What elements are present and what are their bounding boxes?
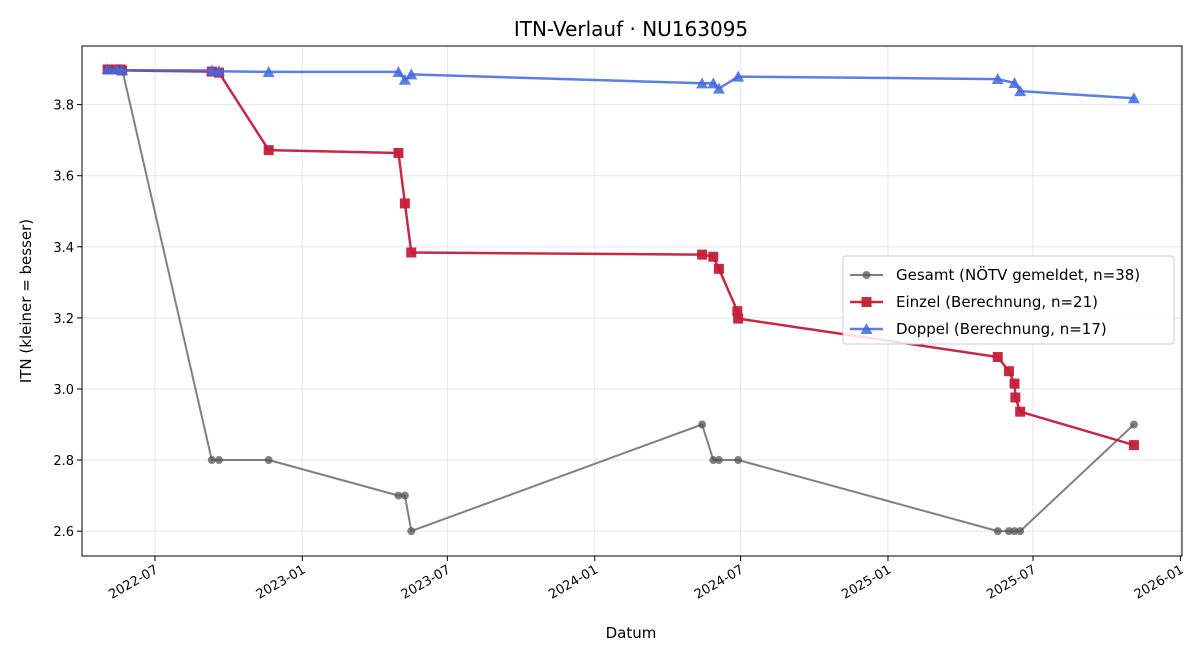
data-point <box>212 65 225 77</box>
y-tick-label: 3.6 <box>53 170 74 185</box>
legend-label: Doppel (Berechnung, n=17) <box>896 320 1107 338</box>
data-point <box>262 65 275 77</box>
data-point <box>712 82 725 94</box>
y-tick-label: 3.8 <box>53 99 74 114</box>
data-point <box>398 73 411 85</box>
x-axis: 2022-07 2023-01 2023-07 2024-01 2024-07 2025-… <box>106 556 1186 603</box>
data-point <box>116 64 129 76</box>
data-point <box>205 64 218 76</box>
chart-title: ITN-Verlauf · NU163095 <box>514 17 748 41</box>
data-point <box>1014 85 1027 97</box>
legend-label: Gesamt (NÖTV gemeldet, n=38) <box>896 265 1140 284</box>
data-point <box>1008 76 1021 88</box>
x-axis-label: Datum <box>606 624 657 642</box>
series-triangle <box>101 63 1140 104</box>
y-tick-label: 2.6 <box>53 525 74 540</box>
data-point <box>405 68 418 80</box>
data-point <box>1009 378 1020 389</box>
x-tick-label: 2024-07 <box>692 562 747 602</box>
x-tick-label: 2023-01 <box>254 562 309 602</box>
legend-label: Einzel (Berechnung, n=21) <box>896 293 1098 311</box>
x-tick-label: 2025-07 <box>984 562 1039 602</box>
legend-box <box>842 255 1175 345</box>
data-point <box>734 456 743 465</box>
x-tick-label: 2025-01 <box>839 562 894 602</box>
data-point <box>263 145 274 156</box>
legend-marker <box>862 271 871 279</box>
y-tick-label: 3.0 <box>53 383 74 398</box>
y-tick-label: 2.8 <box>53 454 74 469</box>
y-tick-label: 3.2 <box>53 312 74 327</box>
data-point <box>101 63 114 75</box>
data-point <box>992 351 1003 362</box>
data-point <box>697 249 708 260</box>
legend: Gesamt (NÖTV gemeldet, n=38) Einzel (Bere… <box>842 255 1175 345</box>
data-point <box>991 73 1004 85</box>
data-point <box>1003 366 1014 377</box>
plot-frame <box>81 45 1183 557</box>
legend-marker <box>860 323 873 334</box>
legend-marker <box>861 297 872 307</box>
data-point <box>207 456 216 465</box>
legend-item: Doppel (Berechnung, n=17) <box>850 320 1107 338</box>
data-point <box>698 420 707 429</box>
data-point <box>392 65 405 77</box>
x-tick-label: 2026-01 <box>1132 562 1187 602</box>
y-tick-label: 3.4 <box>53 241 74 256</box>
series-layer <box>101 63 1140 536</box>
data-point <box>732 70 745 82</box>
data-point <box>714 456 723 465</box>
data-point <box>214 456 223 465</box>
legend-item: Einzel (Berechnung, n=21) <box>850 293 1098 311</box>
data-point <box>1016 527 1025 536</box>
x-tick-label: 2023-07 <box>399 562 454 602</box>
data-point <box>713 263 724 274</box>
data-point <box>696 77 709 89</box>
data-point <box>732 306 743 317</box>
data-point <box>709 456 718 465</box>
y-axis: 2.6 2.8 3.0 3.2 3.4 3.6 3.8 <box>53 99 82 540</box>
data-point <box>399 198 410 209</box>
data-point <box>1127 92 1140 104</box>
data-point <box>1015 406 1026 417</box>
data-point <box>400 491 409 500</box>
data-point <box>393 147 404 158</box>
data-point <box>733 313 744 324</box>
data-point <box>708 251 719 262</box>
y-axis-label: ITN (kleiner = besser) <box>17 219 35 383</box>
data-point <box>1129 420 1138 429</box>
data-point <box>1010 527 1019 536</box>
data-point <box>264 456 273 465</box>
data-point <box>1128 440 1139 451</box>
x-tick-label: 2024-01 <box>546 562 601 602</box>
data-point <box>394 491 403 500</box>
legend-item: Gesamt (NÖTV gemeldet, n=38) <box>850 265 1140 284</box>
data-point <box>406 247 417 258</box>
x-tick-label: 2022-07 <box>106 562 161 602</box>
data-point <box>1010 392 1021 403</box>
data-point <box>1004 527 1013 536</box>
data-point <box>407 527 416 536</box>
data-point <box>707 77 720 89</box>
data-point <box>993 527 1002 536</box>
series-line <box>107 67 1134 100</box>
